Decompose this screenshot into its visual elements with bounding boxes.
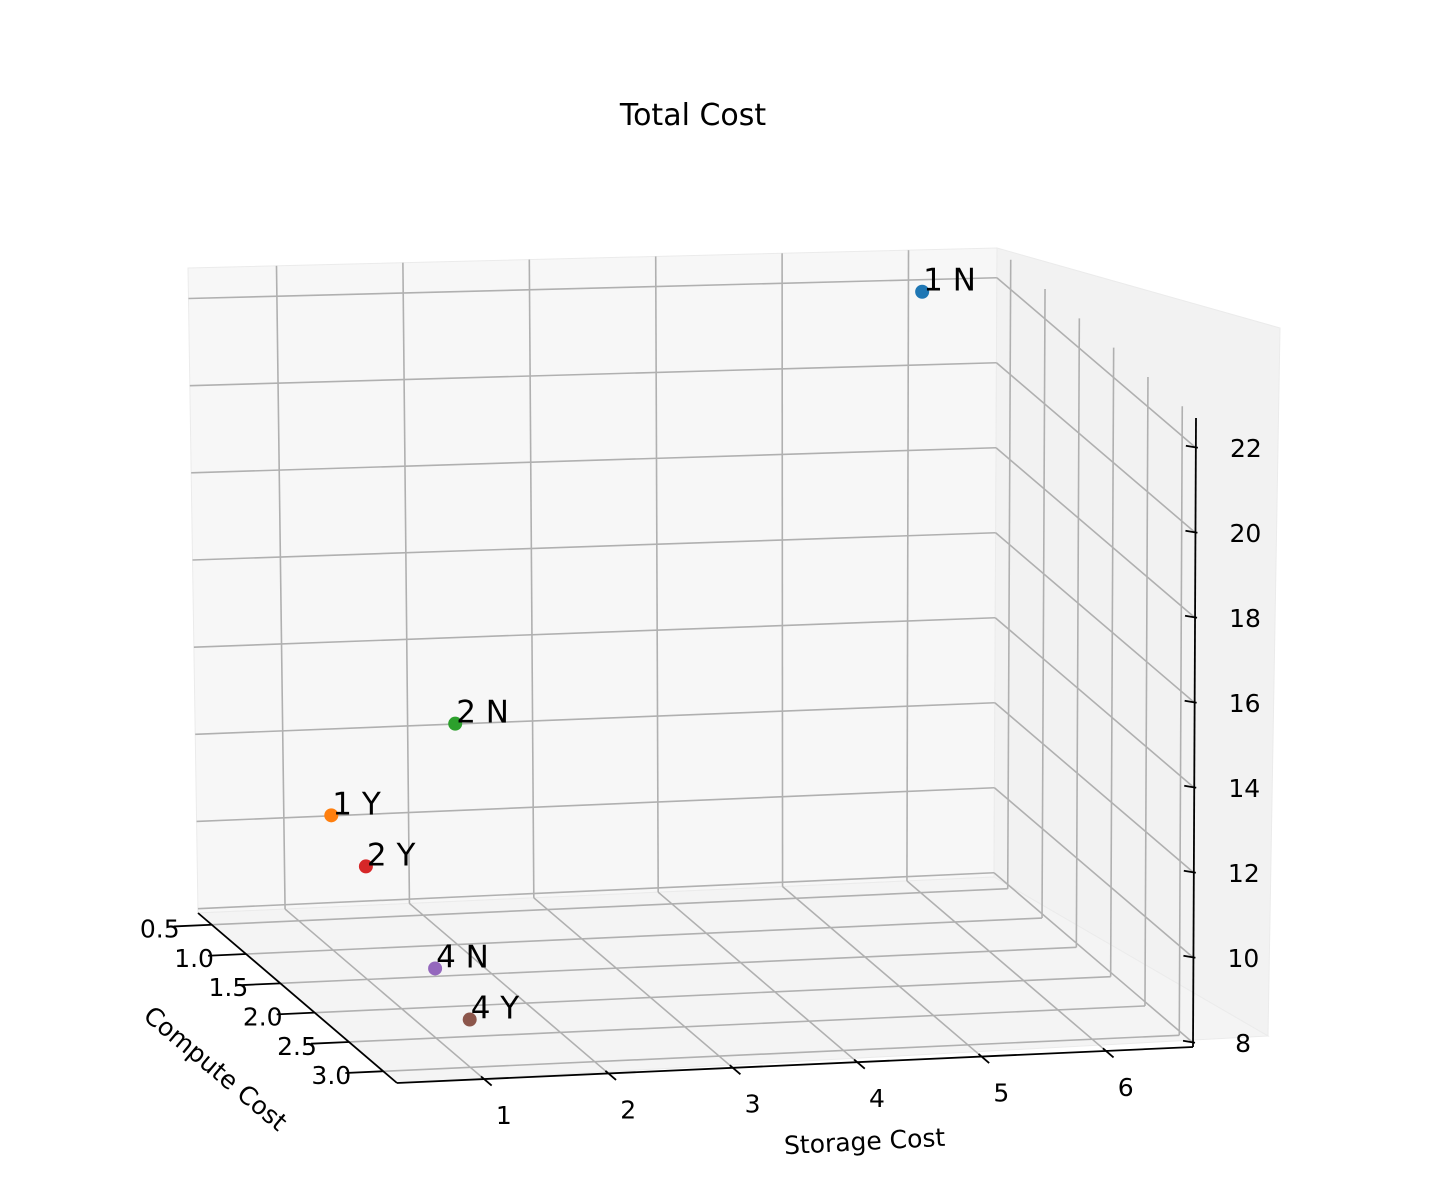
y-tick-mark — [977, 1053, 990, 1064]
back-pane — [187, 247, 998, 914]
data-point — [462, 1012, 477, 1027]
z-tick-mark — [1183, 869, 1196, 874]
y-tick-label: 1 — [496, 1101, 512, 1130]
grid-line-side-z — [995, 447, 1196, 619]
x-tick-mark — [208, 953, 247, 957]
data-points: 1 N 1 Y 2 N 2 Y 4 N 4 Y — [324, 263, 976, 1027]
grid-line-side-z — [995, 532, 1196, 704]
grid-line-back-z — [188, 276, 997, 300]
x-tick-mark — [242, 982, 281, 986]
x-tick-mark — [173, 923, 212, 928]
z-tick-mark — [1184, 699, 1197, 704]
y-tick-mark — [729, 1064, 742, 1075]
x-tick-label: 3.0 — [311, 1061, 351, 1090]
data-point — [915, 284, 930, 299]
grid-line-floor-x — [314, 975, 1111, 1014]
grid-line-floor-y — [533, 897, 734, 1069]
grid-line-floor-x — [348, 1005, 1146, 1043]
grid-line-floor-y — [906, 880, 1107, 1052]
z-tick-label: 10 — [1228, 944, 1260, 973]
data-point — [428, 961, 443, 976]
grid-line-side-z — [995, 362, 1196, 534]
y-tick-label: 4 — [869, 1084, 885, 1113]
point-label: 1 N — [923, 263, 976, 299]
grid-line-side-x — [1144, 376, 1149, 1006]
grid-line-floor-y — [657, 891, 858, 1063]
y-tick-label: 5 — [993, 1078, 1009, 1107]
y-tick-mark — [604, 1070, 617, 1081]
grid-line-side-x — [1109, 347, 1115, 977]
y-tick-mark — [1102, 1047, 1115, 1059]
grid-line-side-x — [1006, 259, 1012, 889]
x-tick-mark — [276, 1011, 315, 1016]
x-tick-label: 1.5 — [209, 973, 249, 1002]
y-tick-mark — [853, 1058, 866, 1070]
grid-line-back-y — [906, 250, 910, 881]
point-label: 4 Y — [471, 991, 520, 1027]
z-tick-label: 18 — [1229, 604, 1261, 633]
grid-line-back-y — [528, 259, 535, 898]
z-tick-label: 12 — [1228, 859, 1260, 888]
point-label: 1 Y — [332, 786, 381, 822]
x-tick-mark — [345, 1070, 384, 1074]
z-axis-line — [1192, 417, 1197, 1048]
x-axis-line — [197, 912, 398, 1084]
grid-line-floor-x — [245, 917, 1043, 955]
grid-line-back-z — [195, 701, 995, 736]
x-tick-label: 2.0 — [243, 1003, 283, 1032]
z-tick-mark — [1182, 1039, 1196, 1044]
data-point — [448, 716, 463, 731]
z-tick-label: 22 — [1230, 434, 1262, 463]
y-tick-mark — [480, 1075, 493, 1087]
z-tick-mark — [1185, 529, 1198, 534]
x-tick-mark — [310, 1041, 350, 1045]
grid-line-back-z — [193, 616, 996, 648]
grid-line-side-x — [1075, 318, 1081, 948]
grid-line-floor-y — [408, 902, 609, 1075]
x-tick-label: 2.5 — [277, 1032, 317, 1061]
grid-line-floor-x — [383, 1034, 1180, 1073]
grid-line-back-y — [275, 265, 286, 910]
z-tick-mark — [1184, 614, 1198, 619]
z-tick-mark — [1185, 444, 1199, 449]
grid-line-side-x — [1178, 406, 1184, 1036]
grid-line-side-z — [993, 787, 1194, 959]
z-tick-label: 14 — [1228, 774, 1260, 803]
data-point — [324, 808, 339, 823]
grid-lines — [188, 250, 1197, 1080]
z-tick-label: 8 — [1235, 1029, 1251, 1058]
z-tick-mark — [1184, 784, 1197, 789]
grid-line-side-z — [994, 702, 1195, 874]
grid-line-back-z — [189, 361, 997, 387]
grid-line-back-y — [402, 262, 411, 904]
y-tick-label: 6 — [1118, 1073, 1134, 1102]
z-tick-mark — [1183, 954, 1196, 959]
grid-line-floor-y — [782, 885, 983, 1058]
grid-line-back-y — [654, 256, 659, 893]
grid-line-floor-x — [280, 946, 1077, 985]
grid-line-side-z — [993, 872, 1194, 1044]
grid-line-back-z — [191, 446, 997, 474]
grid-line-side-z — [996, 277, 1197, 449]
grid-line-side-z — [994, 617, 1195, 789]
grid-line-floor-y — [284, 908, 485, 1080]
point-label: 2 N — [456, 695, 509, 731]
grid-line-floor-x — [211, 887, 1008, 926]
x-tick-label: 0.5 — [140, 915, 180, 944]
y-tick-label: 2 — [620, 1095, 636, 1124]
y-axis-line — [396, 1046, 1194, 1084]
z-tick-label: 20 — [1230, 519, 1262, 548]
point-label: 4 N — [436, 939, 489, 975]
data-point — [358, 859, 373, 874]
chart-title: Total Cost — [619, 98, 767, 133]
z-tick-label: 16 — [1229, 689, 1261, 718]
y-tick-label: 3 — [745, 1090, 761, 1119]
point-label: 2 Y — [367, 837, 416, 873]
grid-line-side-x — [1041, 289, 1046, 919]
grid-line-back-z — [192, 531, 996, 561]
x-tick-label: 1.0 — [174, 944, 214, 973]
grid-line-back-z — [197, 871, 995, 910]
